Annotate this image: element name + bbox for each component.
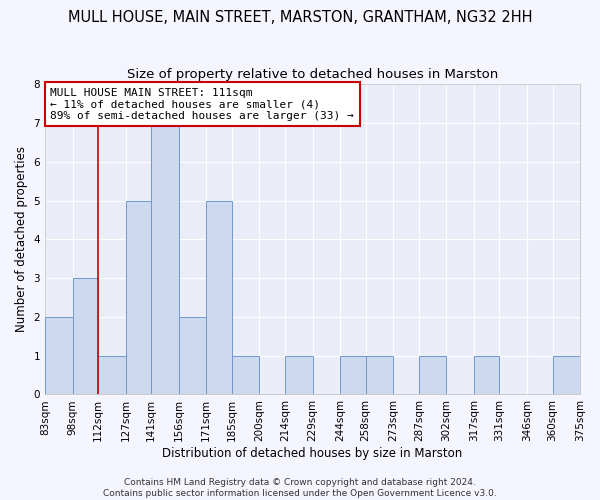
Bar <box>474 356 499 395</box>
Bar <box>125 200 151 394</box>
Bar <box>179 317 206 394</box>
Bar <box>98 356 125 395</box>
Bar <box>206 200 232 394</box>
X-axis label: Distribution of detached houses by size in Marston: Distribution of detached houses by size … <box>163 447 463 460</box>
Bar <box>232 356 259 395</box>
Bar <box>73 278 98 394</box>
Bar <box>340 356 365 395</box>
Text: Contains HM Land Registry data © Crown copyright and database right 2024.
Contai: Contains HM Land Registry data © Crown c… <box>103 478 497 498</box>
Bar <box>151 123 179 394</box>
Text: MULL HOUSE, MAIN STREET, MARSTON, GRANTHAM, NG32 2HH: MULL HOUSE, MAIN STREET, MARSTON, GRANTH… <box>68 10 532 25</box>
Bar <box>45 317 73 394</box>
Text: MULL HOUSE MAIN STREET: 111sqm
← 11% of detached houses are smaller (4)
89% of s: MULL HOUSE MAIN STREET: 111sqm ← 11% of … <box>50 88 354 120</box>
Y-axis label: Number of detached properties: Number of detached properties <box>15 146 28 332</box>
Bar <box>285 356 313 395</box>
Bar <box>419 356 446 395</box>
Title: Size of property relative to detached houses in Marston: Size of property relative to detached ho… <box>127 68 498 80</box>
Bar <box>365 356 393 395</box>
Bar <box>553 356 580 395</box>
